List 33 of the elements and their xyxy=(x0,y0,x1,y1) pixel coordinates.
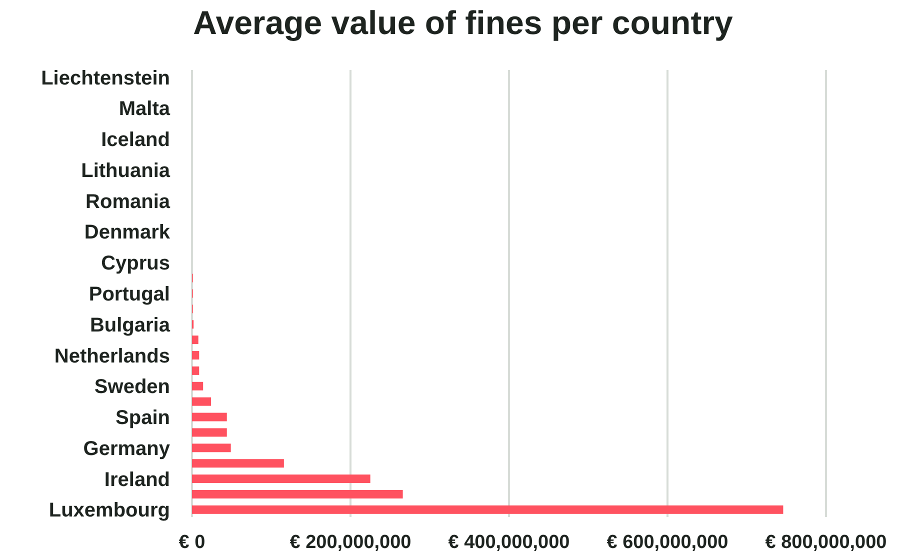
y-tick-label: Iceland xyxy=(101,129,170,152)
x-tick-label: € 200,000,000 xyxy=(290,532,412,553)
y-tick-label: Lithuania xyxy=(81,160,171,182)
y-tick-label: Ireland xyxy=(104,468,170,491)
y-tick-label: Denmark xyxy=(84,222,171,244)
bar xyxy=(192,505,784,514)
y-tick-label: Luxembourg xyxy=(48,500,170,522)
y-tick-label: Germany xyxy=(83,438,171,460)
y-tick-label: Liechtenstein xyxy=(41,67,170,90)
x-tick-label: € 0 xyxy=(178,532,206,553)
bar xyxy=(192,490,403,498)
y-tick-label: Romania xyxy=(86,190,171,213)
bar xyxy=(192,366,200,375)
bar xyxy=(192,444,231,452)
chart-title: Average value of fines per country xyxy=(193,4,734,41)
y-tick-label: Cyprus xyxy=(101,252,170,275)
x-tick-label: € 800,000,000 xyxy=(765,532,887,553)
bar xyxy=(192,351,200,360)
y-tick-label: Spain xyxy=(116,407,170,430)
bar xyxy=(192,382,204,390)
x-tick-label: € 600,000,000 xyxy=(606,532,728,553)
bar xyxy=(192,474,370,484)
y-tick-label: Bulgaria xyxy=(90,314,171,336)
y-tick-label: Portugal xyxy=(88,284,170,306)
y-tick-label: Netherlands xyxy=(54,345,170,368)
bar xyxy=(192,428,227,437)
bar xyxy=(192,459,284,468)
x-tick-label: € 400,000,000 xyxy=(448,532,570,553)
y-tick-label: Sweden xyxy=(94,376,170,398)
bar xyxy=(192,397,212,406)
y-tick-label: Malta xyxy=(118,98,171,120)
bar xyxy=(192,412,227,422)
bar xyxy=(192,336,198,344)
